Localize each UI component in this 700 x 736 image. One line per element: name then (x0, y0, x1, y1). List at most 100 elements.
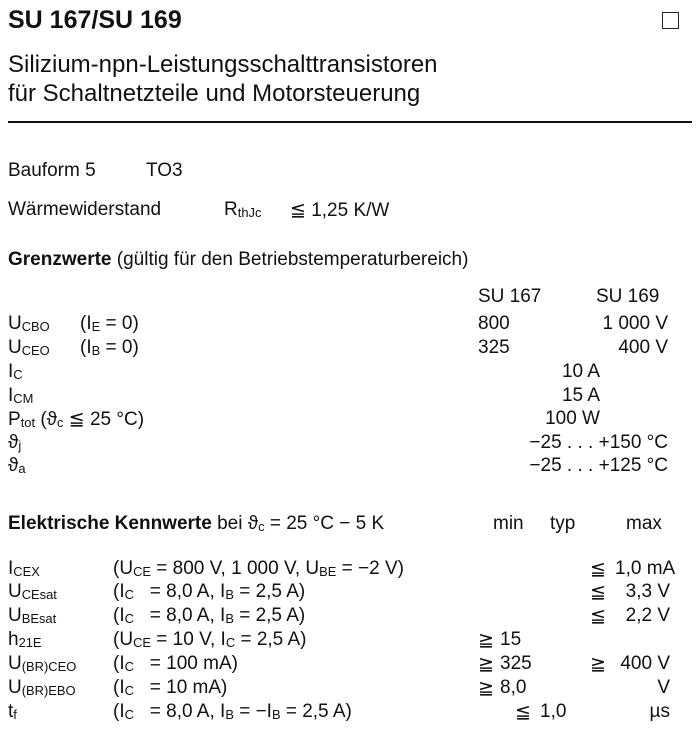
subscript: 21E (18, 634, 42, 650)
electrical-heading-title: Elektrische Kennwerte (8, 513, 212, 534)
text-segment: = 0) (100, 337, 139, 358)
subscript: (BR)CEO (21, 658, 77, 674)
subscript: BEsat (21, 610, 57, 626)
electrical-row: UBEsat (IC = 8,0 A, IB = 2,5 A) ≦ 2,2 V (0, 605, 700, 629)
text-segment: P (8, 409, 21, 430)
subscript: BE (319, 563, 337, 579)
subscript: C (124, 706, 134, 722)
text-segment: ϑ (8, 455, 19, 476)
limits-row: ϑa −25 . . . +125 °C (0, 455, 700, 479)
thermal-symbol-main: R (224, 199, 238, 220)
limits-row: Ptot (ϑc ≦ 25 °C) 100 W (0, 408, 700, 432)
value-su169: 1 000 V (602, 313, 669, 334)
subscript: C (124, 586, 134, 602)
subscript: C (13, 366, 23, 382)
text-segment: = 2,5 A) (233, 605, 306, 626)
subscript: C (124, 658, 134, 674)
text-segment: (I (113, 701, 125, 722)
col-max: max (626, 513, 662, 534)
page-title: SU 167/SU 169 (8, 6, 182, 34)
subtitle-line-1: Silizium-npn-Leistungsschalttransistoren (8, 51, 438, 78)
limits-heading: Grenzwerte (gültig für den Betriebstempe… (8, 249, 468, 271)
col-su169: SU 169 (596, 286, 660, 307)
max-symbol: ≧ (590, 654, 606, 675)
param-label: ϑj (8, 432, 21, 454)
limits-row: ICM 15 A (0, 385, 700, 409)
subscript: C (225, 634, 236, 650)
text-segment: (U (113, 629, 134, 650)
min-value: 325 (500, 653, 532, 674)
min-symbol: ≧ (478, 630, 494, 651)
text-segment: h (8, 629, 19, 650)
subtitle-line-2: für Schaltnetzteile und Motorsteuerung (8, 80, 421, 107)
text-segment: I (8, 558, 14, 579)
text-segment: ϑ (8, 432, 19, 453)
electrical-row: UCEsat (IC = 8,0 A, IB = 2,5 A) ≦ 3,3 V (0, 581, 700, 605)
text-segment: U (8, 677, 22, 698)
subscript: B (225, 610, 234, 626)
max-symbol: ≦ (590, 582, 606, 603)
text-segment: = 10 mA) (133, 677, 228, 698)
text-segment: (I (80, 313, 92, 334)
param-label: UCEO (8, 337, 50, 359)
checkbox-square (662, 12, 679, 29)
subscript: (BR)EBO (21, 682, 76, 698)
value-shared: 10 A (561, 361, 600, 382)
min-value: 15 (500, 629, 522, 650)
thermal-symbol-sub: thJc (237, 204, 262, 220)
package-label: Bauform 5 (8, 160, 96, 181)
subscript: B (225, 706, 234, 722)
electrical-heading-note-sub: c (258, 518, 265, 534)
min-symbol: ≧ (478, 678, 494, 699)
subscript: c (57, 414, 64, 430)
subscript: CE (133, 634, 151, 650)
text-segment: (I (113, 605, 125, 626)
text-segment: = 10 V, I (151, 629, 226, 650)
param-label: ICM (8, 385, 33, 407)
param-label: U(BR)EBO (8, 677, 76, 699)
col-min: min (493, 513, 524, 534)
value-shared: 100 W (545, 408, 600, 429)
param-condition: (IE = 0) (80, 313, 139, 335)
value-su169: 400 V (618, 337, 668, 358)
text-segment: = 2,5 A) (235, 629, 307, 650)
param-condition: (IC = 8,0 A, IB = 2,5 A) (113, 581, 305, 603)
text-segment: = 0) (100, 313, 139, 334)
text-segment: U (8, 605, 22, 626)
subscript: tot (20, 414, 36, 430)
electrical-row: U(BR)CEO (IC = 100 mA) ≧ 325 ≧ 400 V (0, 653, 700, 677)
typ-symbol: ≦ (515, 702, 531, 723)
text-segment: = 800 V, 1 000 V, U (151, 558, 320, 579)
max-value: 2,2 V (625, 605, 670, 626)
param-label: ϑa (8, 455, 26, 477)
max-value: 1,0 mA (615, 558, 676, 579)
text-segment: U (8, 313, 22, 334)
subscript: f (13, 706, 17, 722)
value-su167: 800 (478, 313, 510, 334)
text-segment: I (8, 385, 14, 406)
text-segment: (I (113, 653, 125, 674)
param-condition: (IC = 10 mA) (113, 677, 227, 699)
subscript: B (91, 342, 101, 358)
text-segment: (I (113, 677, 125, 698)
text-segment: (ϑ (35, 409, 58, 430)
max-value: V (657, 677, 670, 698)
limits-row: UCEO (IB = 0) 325 400 V (0, 337, 700, 361)
thermal-label: Wärmewiderstand (8, 199, 162, 220)
value-shared: 15 A (561, 385, 600, 406)
param-condition: (UCE = 10 V, IC = 2,5 A) (113, 629, 306, 651)
electrical-heading: Elektrische Kennwerte bei ϑc = 25 °C − 5… (8, 513, 384, 535)
limits-row: ϑj −25 . . . +150 °C (0, 432, 700, 456)
param-label: IC (8, 361, 23, 383)
max-value: 3,3 V (625, 581, 670, 602)
param-label: UCBO (8, 313, 50, 335)
subscript: C (124, 610, 134, 626)
subscript: CBO (21, 318, 50, 334)
param-label: Ptot (ϑc ≦ 25 °C) (8, 408, 144, 431)
param-label: tf (8, 701, 17, 723)
param-condition: (IC = 8,0 A, IB = −IB = 2,5 A) (113, 701, 352, 723)
param-label: UBEsat (8, 605, 56, 627)
col-typ: typ (550, 513, 576, 534)
electrical-row: h21E (UCE = 10 V, IC = 2,5 A) ≧ 15 (0, 629, 700, 653)
text-segment: (I (80, 337, 92, 358)
